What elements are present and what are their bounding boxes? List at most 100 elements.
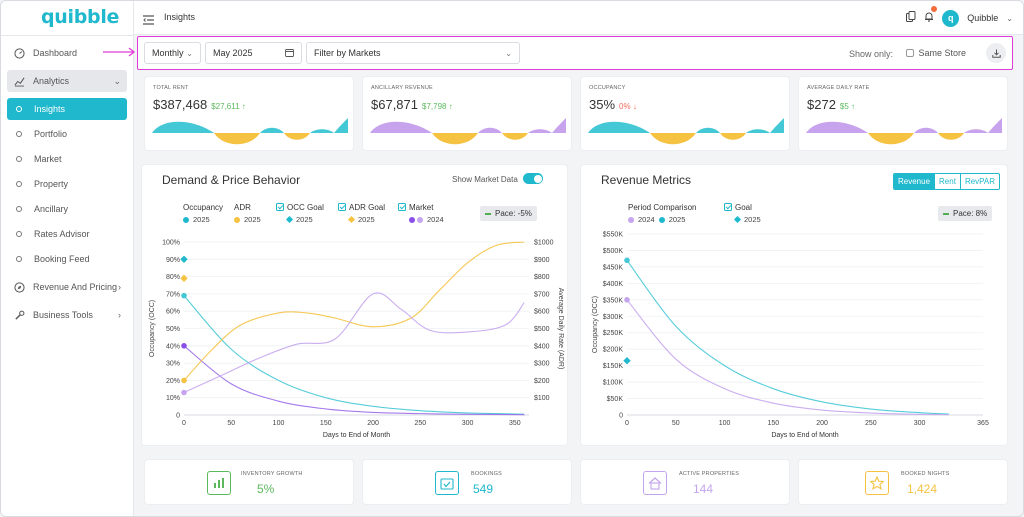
revenue-metrics-card: Revenue Metrics Revenue Rent RevPAR Peri… [580, 164, 1008, 446]
tab-revenue[interactable]: Revenue [894, 174, 935, 189]
kpi-label: Average Daily Rate [807, 85, 870, 91]
collapse-menu-icon[interactable] [143, 12, 154, 30]
date-picker[interactable]: May 2025 [205, 42, 302, 64]
same-store-checkbox[interactable]: Same Store [906, 48, 966, 58]
sidebar-item-portfolio[interactable]: Portfolio [7, 123, 127, 145]
dot-icon [409, 216, 415, 223]
chevron-down-icon: ⌄ [186, 49, 193, 58]
star-icon [865, 471, 889, 495]
kpi-card-active-properties: Active Properties 144 [580, 459, 790, 505]
dash-icon [943, 212, 949, 215]
y-tick-label: 10% [166, 395, 180, 402]
kpi-card-booked-nights: Booked Nights 1,424 [798, 459, 1008, 505]
sidebar-item-market[interactable]: Market [7, 148, 127, 170]
data-point [181, 343, 187, 349]
legend-year: 2025 [668, 215, 686, 224]
period-select[interactable]: Monthly ⌄ [144, 42, 201, 64]
arrow-pointer-icon [103, 47, 136, 57]
series-line [183, 295, 525, 415]
y-tick-label: $100K [603, 380, 624, 387]
bullet-icon [16, 131, 22, 137]
copy-icon[interactable] [906, 9, 916, 27]
legend-sub: 2025 [338, 215, 385, 224]
legend-adr[interactable]: ADR 2025 [234, 203, 261, 224]
sidebar-item-revenue-and-pricing[interactable]: Revenue And Pricing › [7, 276, 127, 298]
markets-filter-select[interactable]: Filter by Markets ⌄ [306, 42, 520, 64]
sidebar-item-rates-advisor[interactable]: Rates Advisor [7, 223, 127, 245]
sidebar-item-property[interactable]: Property [7, 173, 127, 195]
x-tick-label: 100 [273, 420, 285, 427]
y-tick-label: 50% [166, 326, 180, 333]
sidebar-item-insights[interactable]: Insights [7, 98, 127, 120]
calendar-icon [285, 48, 294, 59]
download-button[interactable] [986, 43, 1006, 63]
series-line [183, 292, 525, 394]
sidebar-item-label: Business Tools [33, 310, 93, 320]
kpi-label: Ancillary Revenue [371, 85, 433, 91]
y-tick-label: $550K [603, 232, 624, 239]
username[interactable]: Quibble [967, 13, 999, 23]
legend-text: Market [409, 203, 434, 212]
bullet-icon [16, 231, 22, 237]
chevron-down-icon[interactable]: ⌄ [1006, 13, 1013, 23]
legend-goal[interactable]: Goal 2025 [724, 203, 761, 224]
sidebar-item-ancillary[interactable]: Ancillary [7, 198, 127, 220]
kpi-label: Active Properties [679, 471, 740, 477]
series-line [183, 241, 525, 381]
checkbox-checked-icon [338, 203, 346, 211]
legend-sub: 2025 [276, 215, 324, 224]
legend-sub: 2025 [724, 215, 761, 224]
legend-adr-goal[interactable]: ADR Goal 2025 [338, 203, 385, 224]
kpi-value: $272 $5 ↑ [807, 97, 855, 112]
y-tick-label: 100% [162, 240, 180, 247]
checkbox-checked-icon [276, 203, 284, 211]
legend-sub: 2024 [398, 215, 444, 224]
kpi-value: 35% 0% ↓ [589, 97, 637, 112]
checkbox-box[interactable] [906, 49, 915, 57]
calendar-check-icon [435, 471, 459, 495]
show-market-toggle[interactable] [523, 173, 543, 184]
y-tick-label: $350K [603, 297, 624, 304]
y-tick-label: $500K [603, 248, 624, 255]
show-market-label: Show Market Data [452, 175, 518, 184]
y-axis-label: Occupancy (OCC) [592, 296, 599, 353]
dot-icon [234, 216, 240, 223]
avatar[interactable]: q [942, 9, 960, 27]
pace-badge: Pace: -5% [480, 206, 537, 221]
data-point [624, 297, 630, 303]
kpi-value: 1,424 [907, 482, 938, 496]
x-tick-label: 150 [767, 420, 779, 427]
legend-occupancy[interactable]: Occupancy 2025 [183, 203, 223, 224]
legend-occ-goal[interactable]: OCC Goal 2025 [276, 203, 324, 224]
kpi-amount: 35% [589, 97, 616, 112]
sidebar-item-business-tools[interactable]: Business Tools › [7, 304, 127, 326]
y-tick-label: $50K [607, 396, 624, 403]
kpi-label: Bookings [471, 471, 502, 477]
y2-tick-label: $300 [534, 361, 550, 368]
quibble-logo[interactable]: quibble [41, 6, 120, 28]
sidebar: quibble Dashboard Analytics ⌄ Insights P… [1, 1, 134, 516]
pace-text: Pace: -5% [495, 209, 532, 218]
kpi-value: 5% [257, 482, 275, 496]
x-tick-label: 300 [914, 420, 926, 427]
top-bar: Insights q Quibble ⌄ [134, 1, 1023, 35]
sidebar-item-dashboard[interactable]: Dashboard [7, 42, 127, 64]
sidebar-item-label: Portfolio [34, 129, 68, 139]
legend-title: Goal [724, 203, 761, 212]
pace-badge: Pace: 8% [938, 206, 993, 221]
sidebar-item-analytics[interactable]: Analytics ⌄ [7, 70, 127, 92]
kpi-label: Occupancy [589, 85, 626, 91]
legend-year: 2025 [744, 215, 761, 224]
chevron-down-icon: ⌄ [505, 49, 512, 58]
tab-rent[interactable]: Rent [934, 174, 960, 189]
legend-title: ADR [234, 203, 251, 212]
bell-icon[interactable] [924, 6, 938, 27]
kpi-delta: $5 ↑ [839, 102, 856, 111]
goal-marker [180, 255, 188, 263]
chevron-down-icon: ⌄ [113, 75, 121, 86]
dot-icon [658, 216, 665, 223]
sidebar-item-booking-feed[interactable]: Booking Feed [7, 248, 127, 270]
legend-period-comparison[interactable]: Period Comparison 2024 2025 [628, 203, 696, 224]
tab-revpar[interactable]: RevPAR [959, 174, 999, 189]
legend-market[interactable]: Market 2024 [398, 203, 444, 224]
